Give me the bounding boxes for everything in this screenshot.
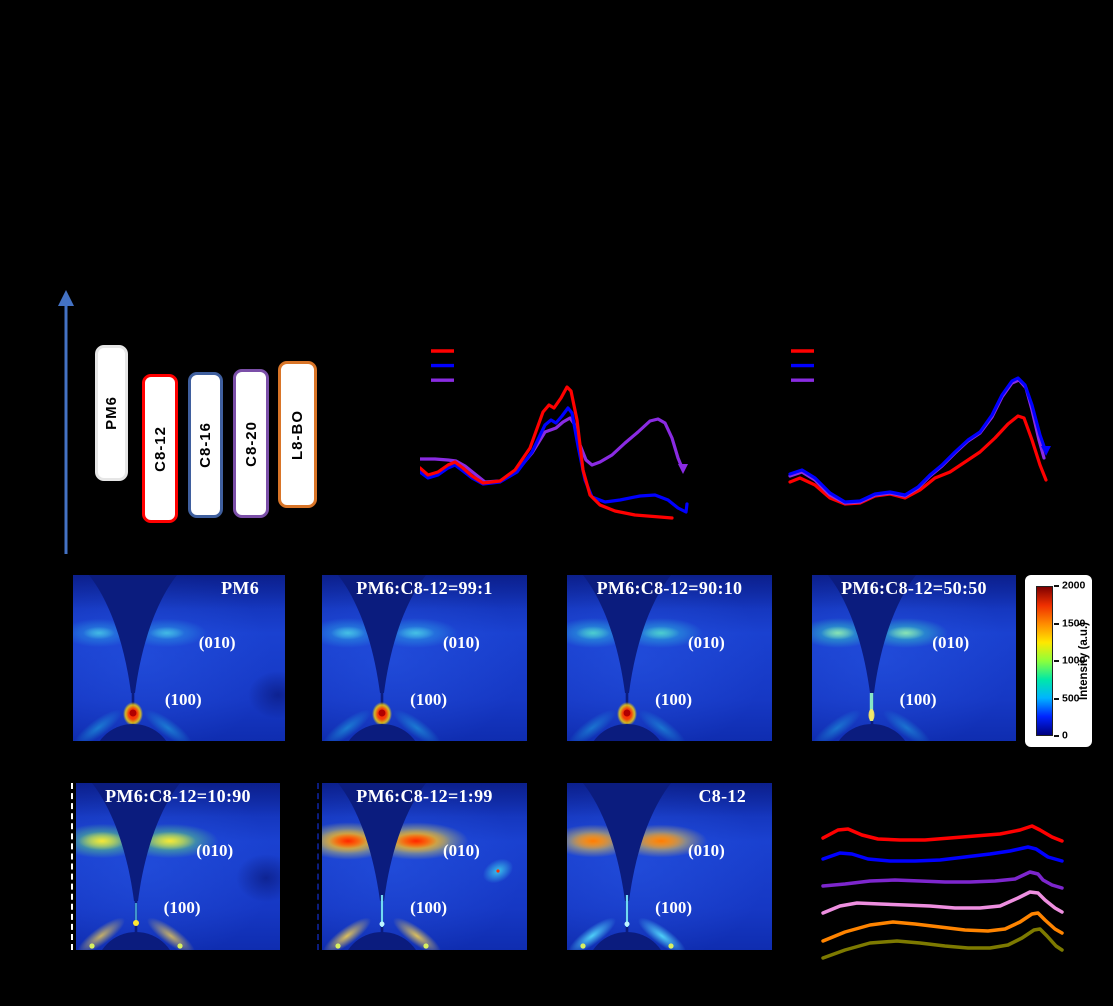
peak-label-010: (010): [932, 633, 970, 653]
peak-label-100: (100): [163, 898, 201, 918]
intensity-colorbar: 2000 1500 1000 500 0 Intensity (a.u.): [1025, 575, 1092, 747]
giwaxs-detector-image: [262, 773, 527, 1006]
giwaxs-detector-image: [13, 565, 308, 806]
giwaxs-linecuts-olive-curve: [821, 927, 1064, 960]
giwaxs-linecuts-pink-curve: [821, 890, 1064, 915]
thermal-left-plot-area: [418, 349, 689, 520]
giwaxs-panel-title: PM6:C8-12=99:1: [356, 578, 493, 598]
thermal-right-blue-curve: [788, 376, 1048, 504]
peak-label-010: (010): [687, 841, 725, 861]
material-box-pm6: PM6: [95, 345, 128, 481]
peak-label-010: (010): [442, 841, 480, 861]
giwaxs-detector-image: [16, 773, 296, 1006]
giwaxs-linecuts-plot-area: [821, 824, 1064, 960]
peak-label-100: (100): [899, 689, 937, 709]
peak-label-010: (010): [198, 633, 236, 653]
colorbar-tick-label: 0: [1062, 729, 1068, 742]
peak-label-100: (100): [655, 689, 693, 709]
thermal-right-plot-area: [788, 349, 1051, 506]
peak-label-010: (010): [442, 633, 480, 653]
colorbar-tick-label: 1500: [1062, 616, 1086, 629]
colorbar-axis-label: Intensity (a.u.): [1078, 622, 1090, 700]
colorbar-gradient: [1036, 586, 1053, 736]
thermal-left-purple-curve: [418, 416, 685, 484]
giwaxs-panel-title: PM6:C8-12=90:10: [596, 578, 743, 598]
giwaxs-panel-title: PM6: [221, 578, 259, 598]
energy-axis-arrow: [58, 290, 74, 554]
giwaxs-pattern-pm6-c8-12-10-90: PM6:C8-12=10:90 (010) (100): [16, 773, 296, 1006]
peak-label-010: (010): [196, 841, 234, 861]
purple-arrow-icon: [678, 464, 688, 474]
giwaxs-pattern-pm6-c8-12-99-1: PM6:C8-12=99:1 (010) (100): [262, 565, 527, 806]
colorbar-tick: [1054, 585, 1059, 587]
colorbar-tick: [1054, 660, 1059, 662]
colorbar-tick: [1054, 735, 1059, 737]
giwaxs-linecuts-purple-curve: [821, 870, 1064, 890]
thermal-left-blue-curve: [418, 406, 689, 514]
peak-label-100: (100): [655, 898, 693, 918]
material-label: C8-12: [151, 425, 169, 472]
thermal-right-red-curve: [788, 414, 1048, 506]
peak-label-100: (100): [410, 898, 448, 918]
peak-label-010: (010): [687, 633, 725, 653]
qz-axis-dashed-line: [71, 783, 73, 950]
qz-axis-dashed-line: [317, 783, 319, 950]
colorbar-tick-label: 1000: [1062, 654, 1086, 667]
thermal-left-red-curve: [418, 385, 674, 520]
giwaxs-pattern-pm6-c8-12-1-99: PM6:C8-12=1:99 (010) (100): [262, 773, 527, 1006]
thermal-right-purple-curve: [788, 378, 1046, 505]
giwaxs-pattern-pm6-c8-12-50-50: PM6:C8-12=50:50 (010) (100): [752, 565, 1016, 806]
thermal-left-chart: [418, 300, 695, 560]
colorbar-tick: [1054, 697, 1059, 700]
material-label: PM6: [103, 396, 120, 430]
giwaxs-detector-image: [752, 565, 1016, 806]
peak-label-100: (100): [164, 689, 202, 709]
peak-label-100: (100): [410, 689, 448, 709]
giwaxs-panel-title: PM6:C8-12=10:90: [105, 786, 251, 806]
giwaxs-linecuts-orange-curve: [821, 911, 1064, 943]
material-box-c8-16: C8-16: [188, 372, 223, 518]
colorbar-tick: [1054, 622, 1059, 625]
giwaxs-detector-image: [507, 773, 772, 1006]
colorbar-tick-label: 2000: [1062, 579, 1086, 592]
material-label: C8-16: [197, 422, 214, 468]
material-box-c8-12: C8-12: [142, 374, 178, 523]
giwaxs-panel-title: PM6:C8-12=50:50: [841, 578, 987, 598]
giwaxs-detector-image: [262, 565, 527, 806]
giwaxs-linecuts-chart: [815, 795, 1070, 1000]
material-label: L8-BO: [289, 409, 306, 460]
thermal-right-chart: [780, 300, 1065, 560]
blue-arrow-icon: [1041, 446, 1051, 456]
giwaxs-linecuts-blue-curve: [821, 845, 1064, 863]
giwaxs-linecuts-red-curve: [821, 824, 1064, 843]
giwaxs-detector-image: [507, 565, 772, 806]
giwaxs-pattern-pm6-c8-12-90-10: PM6:C8-12=90:10 (010) (100): [507, 565, 772, 806]
giwaxs-panel-title: PM6:C8-12=1:99: [356, 786, 493, 806]
material-label: C8-20: [242, 420, 260, 467]
giwaxs-pattern-c8-12: C8-12 (010) (100): [507, 773, 772, 1006]
material-box-l8-bo: L8-BO: [278, 361, 317, 508]
giwaxs-panel-title: C8-12: [698, 786, 746, 806]
colorbar-tick-label: 500: [1062, 691, 1080, 704]
material-box-c8-20: C8-20: [233, 369, 269, 518]
giwaxs-pattern-pm6: PM6 (010) (100): [13, 565, 308, 806]
